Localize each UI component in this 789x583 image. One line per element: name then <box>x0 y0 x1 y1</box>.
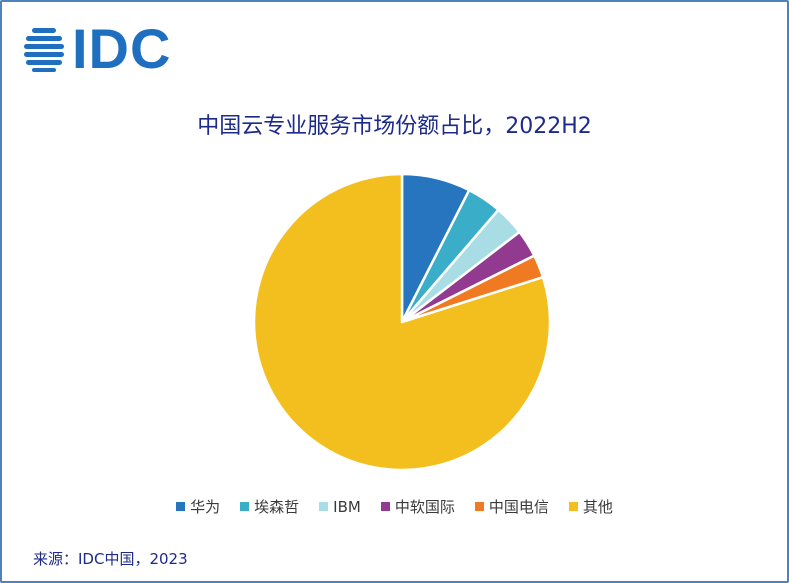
legend-item: IBM <box>319 496 361 517</box>
legend-label: IBM <box>333 497 361 516</box>
legend-label: 中国电信 <box>488 498 549 516</box>
idc-logo: IDC <box>24 17 172 80</box>
pie-chart <box>252 172 552 472</box>
chart-title: 中国云专业服务市场份额占比，2022H2 <box>197 114 592 139</box>
legend-swatch <box>568 502 578 511</box>
legend-label: 埃森哲 <box>254 498 300 516</box>
legend-swatch <box>319 502 329 511</box>
legend-item: 其他 <box>568 496 613 517</box>
globe-icon <box>24 28 64 72</box>
legend-swatch <box>474 502 484 511</box>
legend-label: 华为 <box>190 498 221 516</box>
source-note: 来源：IDC中国，2023 <box>33 550 188 568</box>
legend-label: 中软国际 <box>394 498 455 516</box>
legend-item: 华为 <box>176 496 220 517</box>
pie-slice-6 <box>252 172 552 472</box>
legend-swatch <box>380 502 390 511</box>
chart-legend: 华为 埃森哲 IBM 中软国际 中国电信 其他 <box>0 496 789 517</box>
legend-item: 埃森哲 <box>240 496 299 517</box>
legend-item: 中软国际 <box>380 496 455 517</box>
legend-label: 其他 <box>582 498 613 516</box>
legend-swatch <box>176 502 186 511</box>
logo-text: IDC <box>72 17 172 80</box>
legend-swatch <box>240 502 250 511</box>
legend-item: 中国电信 <box>474 496 549 517</box>
